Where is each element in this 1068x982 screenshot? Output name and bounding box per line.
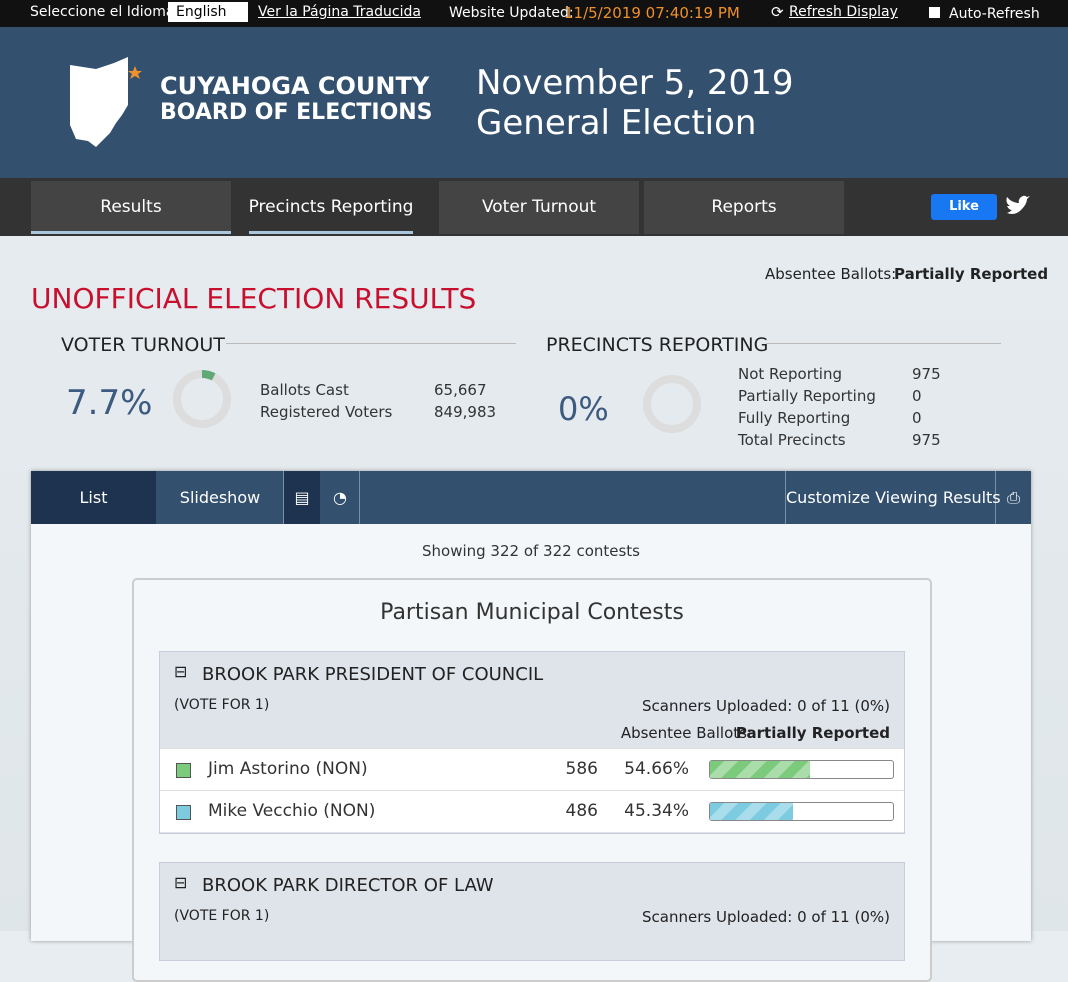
like-button[interactable]: Like (931, 194, 997, 220)
customize-button[interactable]: Customize Viewing Results (785, 471, 1001, 524)
progress-bar (709, 802, 894, 821)
absentee-label: Absentee Ballots: (765, 265, 897, 283)
stat-value: 0 (912, 409, 922, 427)
absentee-status: Partially Reported (735, 724, 890, 742)
top-bar: Seleccione el Idioma: English Ver la Pág… (0, 0, 1068, 27)
stat-label: Fully Reporting (738, 409, 851, 427)
refresh-icon[interactable]: ⟳ (771, 3, 784, 21)
divider (766, 343, 1001, 344)
collapse-toggle[interactable]: ⊟ (174, 662, 188, 681)
auto-refresh-label: Auto-Refresh (949, 6, 1040, 22)
results-toolbar: List Slideshow ▤ ◔ Customize Viewing Res… (31, 471, 1031, 524)
stat-label: Partially Reporting (738, 387, 876, 405)
progress-fill (710, 803, 793, 820)
nav-tab[interactable]: Voter Turnout (439, 181, 639, 234)
refresh-link[interactable]: Refresh Display (789, 4, 898, 20)
org-name: CUYAHOGA COUNTY (160, 72, 430, 100)
scanners: Scanners Uploaded: 0 of 11 (0%) (642, 908, 890, 926)
vote-for: (VOTE FOR 1) (174, 697, 270, 713)
candidate-row: Jim Astorino (NON) 586 54.66% (160, 748, 904, 790)
scanners: Scanners Uploaded: 0 of 11 (0%) (642, 697, 890, 715)
absentee-label: Absentee Ballots: (620, 724, 752, 742)
table-view-button[interactable]: ▤ (284, 471, 320, 524)
precincts-percent: 0% (558, 390, 609, 428)
stat-value: 0 (912, 387, 922, 405)
list-tab[interactable]: List (31, 471, 156, 524)
twitter-icon[interactable] (1005, 195, 1031, 217)
page-heading: UNOFFICIAL ELECTION RESULTS (31, 282, 477, 315)
contest-name: BROOK PARK DIRECTOR OF LAW (202, 875, 494, 896)
stat-label: Not Reporting (738, 365, 842, 383)
language-label: Seleccione el Idioma: (30, 4, 180, 20)
turnout-donut (173, 370, 231, 428)
candidate-row: Mike Vecchio (NON) 486 45.34% (160, 790, 904, 832)
group-title: Partisan Municipal Contests (380, 600, 684, 625)
stat-value: 975 (912, 431, 941, 449)
turnout-percent: 7.7% (66, 383, 153, 423)
divider (226, 343, 516, 344)
section-title: PRECINCTS REPORTING (546, 334, 769, 356)
updated-time: 11/5/2019 07:40:19 PM (564, 4, 740, 22)
vote-for: (VOTE FOR 1) (174, 908, 270, 924)
org-name: BOARD OF ELECTIONS (160, 100, 433, 125)
language-select[interactable]: English (168, 2, 248, 22)
donut-arc (173, 370, 231, 428)
contest-group: Partisan Municipal Contests ⊟ BROOK PARK … (132, 578, 932, 982)
nav-tab[interactable]: Reports (644, 181, 844, 234)
contest: ⊟ BROOK PARK PRESIDENT OF COUNCIL (VOTE FO… (159, 651, 905, 834)
ohio-logo (70, 57, 142, 147)
chart-view-button[interactable]: ◔ (321, 471, 360, 524)
candidate-percent: 54.66% (624, 759, 689, 779)
nav-tab-label: Precincts Reporting (248, 197, 414, 234)
candidate-name: Jim Astorino (NON) (208, 759, 368, 779)
auto-refresh-checkbox[interactable] (929, 7, 940, 18)
candidate-votes: 486 (565, 801, 598, 821)
contest-name: BROOK PARK PRESIDENT OF COUNCIL (202, 664, 544, 685)
stat-label: Total Precincts (738, 431, 846, 449)
translate-link[interactable]: Ver la Página Traducida (258, 4, 421, 20)
stat-value: 65,667 (434, 381, 487, 399)
precincts-donut (643, 375, 701, 433)
candidate-percent: 45.34% (624, 801, 689, 821)
contest: ⊟ BROOK PARK DIRECTOR OF LAW (VOTE FOR 1) S… (159, 862, 905, 961)
collapse-toggle[interactable]: ⊟ (174, 873, 188, 892)
election-title: November 5, 2019 General Election (476, 63, 794, 143)
print-button[interactable]: ⎙ (1007, 488, 1020, 507)
absentee-status: Partially Reported (894, 265, 1049, 283)
updated-label: Website Updated: (449, 5, 574, 21)
stat-value: 975 (912, 365, 941, 383)
nav-bar: Results Precincts Reporting Voter Turnou… (0, 178, 1068, 236)
nav-tab[interactable]: Precincts Reporting (231, 181, 431, 234)
candidate-name: Mike Vecchio (NON) (208, 801, 376, 821)
progress-bar (709, 760, 894, 779)
candidate-swatch (176, 805, 191, 820)
results-panel: List Slideshow ▤ ◔ Customize Viewing Res… (31, 471, 1031, 982)
showing-count: Showing 322 of 322 contests (421, 542, 640, 560)
stat-value: 849,983 (434, 403, 497, 421)
progress-fill (710, 761, 811, 778)
nav-tab[interactable]: Results (31, 181, 231, 234)
candidate-swatch (176, 763, 191, 778)
stat-label: Registered Voters (260, 403, 393, 421)
candidate-votes: 586 (565, 759, 598, 779)
stat-label: Ballots Cast (260, 381, 349, 399)
section-title: VOTER TURNOUT (61, 334, 225, 356)
slideshow-tab[interactable]: Slideshow (157, 471, 284, 524)
header: CUYAHOGA COUNTY BOARD OF ELECTIONS Novem… (0, 27, 1068, 178)
